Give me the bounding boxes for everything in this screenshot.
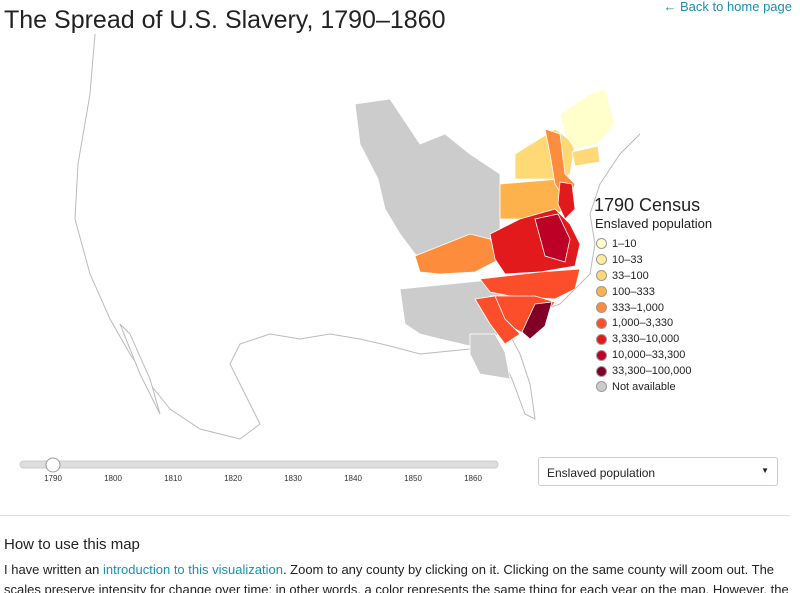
divider: [0, 515, 790, 516]
region-unavailable: [469, 333, 511, 380]
text: I have written an: [4, 562, 103, 577]
year-label: 1830: [284, 474, 302, 483]
legend-swatch: [596, 349, 607, 361]
year-slider[interactable]: 1790 1800 1810 1820 1830 1840 1850 1860: [18, 455, 508, 495]
intro-link[interactable]: introduction to this visualization: [103, 562, 283, 577]
legend-swatch: [596, 381, 607, 393]
legend-swatch: [596, 270, 607, 282]
text: . Zoom to any county by clicking on it. …: [4, 562, 789, 593]
legend-label: 10–33: [612, 253, 643, 266]
legend-swatch: [596, 286, 607, 298]
legend-label: 333–1,000: [612, 301, 664, 314]
legend-label: 1–10: [612, 237, 637, 250]
legend-swatch: [596, 333, 607, 345]
year-label: 1820: [224, 474, 242, 483]
legend-item: 1–10: [596, 236, 692, 252]
legend-item: 10,000–33,300: [596, 347, 692, 363]
slider-track: [19, 460, 499, 469]
legend-label: 100–333: [612, 285, 655, 298]
legend-subtitle: Enslaved population: [595, 216, 713, 231]
legend-swatch: [596, 254, 607, 266]
legend-title: 1790 Census: [594, 195, 701, 215]
help-text: I have written an introduction to this v…: [4, 560, 794, 593]
region-tidewater: [534, 213, 571, 263]
legend-label: 33,300–100,000: [612, 365, 692, 378]
legend-item: 33–100: [596, 268, 692, 284]
legend-swatch: [596, 317, 607, 329]
help-heading: How to use this map: [4, 536, 140, 553]
legend-label: 33–100: [612, 269, 649, 282]
land-outline: [74, 34, 640, 440]
legend-label: 3,330–10,000: [612, 333, 680, 346]
dropdown-arrow: ▼: [761, 466, 769, 475]
dropdown-value: Enslaved population: [547, 466, 656, 480]
legend-label: 1,000–3,330: [612, 317, 674, 330]
legend-item: 100–333: [596, 284, 692, 300]
legend-item: 33,300–100,000: [596, 363, 692, 379]
legend: 1–10 10–33 33–100 100–333 333–1,000 1,000–3,3…: [596, 236, 692, 395]
legend-swatch: [596, 302, 607, 313]
page-title: The Spread of U.S. Slavery, 1790–1860: [4, 6, 446, 34]
baja-outline: [119, 323, 161, 415]
region-north-carolina: [479, 268, 581, 300]
legend-item: 3,330–10,000: [596, 331, 692, 347]
region-new-england: [559, 88, 616, 150]
region-lowcountry: [521, 301, 553, 340]
legend-item: 10–33: [596, 252, 692, 268]
legend-item: Not available: [596, 379, 692, 395]
region-georgia: [474, 295, 521, 345]
legend-label: Not available: [612, 380, 676, 393]
year-label: 1860: [464, 474, 482, 483]
map[interactable]: [0, 34, 640, 444]
region-new-jersey: [557, 181, 576, 220]
variable-dropdown[interactable]: Enslaved population ▼: [538, 457, 778, 486]
legend-item: 333–1,000: [596, 300, 692, 316]
slider-handle[interactable]: [45, 457, 61, 473]
year-label: 1850: [404, 474, 422, 483]
legend-swatch: [596, 238, 607, 250]
region-connecticut: [571, 145, 601, 167]
year-label: 1810: [164, 474, 182, 483]
year-label: 1790: [44, 474, 62, 483]
legend-label: 10,000–33,300: [612, 349, 686, 362]
year-label: 1840: [344, 474, 362, 483]
back-link[interactable]: ← Back to home page: [663, 0, 792, 14]
legend-swatch: [596, 365, 607, 377]
year-label: 1800: [104, 474, 122, 483]
legend-item: 1,000–3,330: [596, 315, 692, 331]
